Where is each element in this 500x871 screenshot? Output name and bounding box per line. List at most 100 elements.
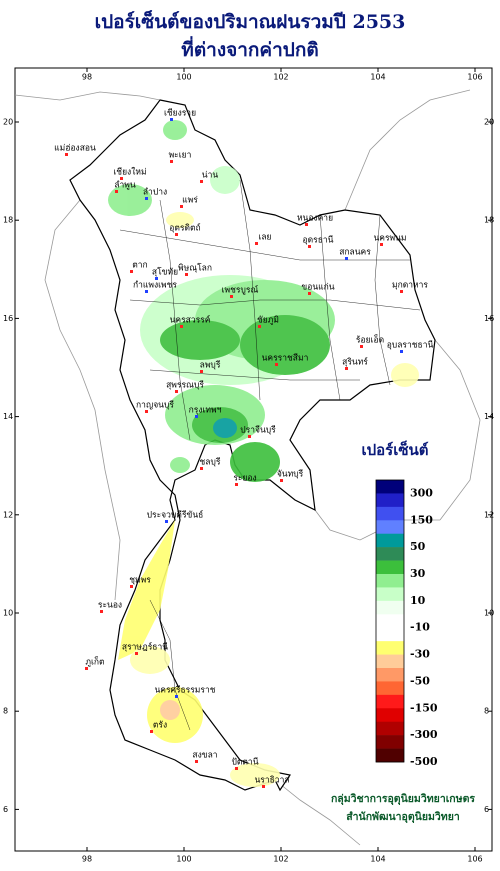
lat-label: 16 (3, 314, 13, 323)
place-label: สุราษฎร์ธานี (122, 642, 168, 653)
place-label: ตรัง (153, 721, 167, 731)
legend-swatch (376, 668, 404, 682)
station-dot (145, 410, 148, 413)
station-dot (170, 160, 173, 163)
station-dot (100, 610, 103, 613)
anomaly-shading (108, 120, 419, 787)
place-label: สุพรรณบุรี (166, 380, 204, 391)
legend-swatch (376, 708, 404, 723)
lat-label: 6 (484, 805, 489, 814)
station-dot (360, 345, 363, 348)
lon-label: 104 (370, 855, 385, 864)
place-label: ตาก (132, 261, 147, 271)
legend-swatch (376, 721, 404, 736)
place-label: นครราชสีมา (262, 353, 309, 364)
lon-label: 98 (82, 855, 92, 864)
station-dot (255, 242, 258, 245)
place-label: ปัตตานี (231, 757, 258, 768)
legend-label: -50 (410, 674, 430, 687)
station-dot (258, 325, 261, 328)
place-label: อุตรดิตถ์ (169, 223, 200, 234)
place-label: ชัยภูมิ (257, 316, 279, 326)
legend-swatch (376, 654, 404, 669)
lat-label: 10 (484, 609, 494, 618)
place-label: อุดรธานี (303, 235, 334, 246)
place-label: เชียงใหม่ (113, 167, 146, 178)
place-label: ขอนแก่น (301, 283, 334, 293)
station-dot (135, 652, 138, 655)
lat-label: 12 (484, 510, 494, 519)
legend-label: 50 (410, 540, 426, 553)
legend-swatch (376, 641, 404, 655)
station-dot (305, 223, 308, 226)
station-dot (175, 233, 178, 236)
legend-title: เปอร์เซ็นต์ (361, 440, 428, 459)
legend-swatch (376, 560, 404, 575)
station-dot (345, 367, 348, 370)
legend-swatch (376, 600, 404, 615)
legend-swatch (376, 506, 404, 521)
lon-label: 102 (273, 73, 288, 82)
place-label: สุรินทร์ (342, 357, 368, 368)
lon-label: 100 (176, 73, 191, 82)
station-dot (275, 363, 278, 366)
legend-swatch (376, 520, 404, 535)
place-label: พะเยา (169, 151, 192, 161)
lat-label: 14 (484, 412, 494, 421)
place-label: ปราจีนบุรี (240, 425, 276, 436)
place-label: ระยอง (233, 474, 256, 484)
place-label: มุกดาหาร (392, 281, 428, 291)
station-dot (115, 190, 118, 193)
place-label: ระนอง (98, 601, 122, 611)
legend-swatch (376, 748, 404, 763)
station-dot (308, 292, 311, 295)
station-dot (230, 295, 233, 298)
station-dot (248, 435, 251, 438)
lat-label: 16 (484, 314, 494, 323)
place-label: แพร่ (182, 196, 198, 206)
station-dot (200, 467, 203, 470)
place-label: ภูเก็ต (85, 656, 104, 668)
lon-label: 106 (467, 73, 482, 82)
place-label: ร้อยเอ็ด (356, 334, 384, 346)
legend-label: -500 (410, 755, 438, 768)
place-label: กาญจนบุรี (136, 400, 174, 411)
place-label: ลพบุรี (200, 360, 221, 371)
lat-label: 8 (3, 707, 8, 716)
legend-swatch (376, 694, 404, 709)
credit-line: กลุ่มวิชาการอุตุนิยมวิทยาเกษตร (331, 793, 475, 806)
legend-label: -300 (410, 728, 438, 741)
place-label: ลำพูน (114, 181, 136, 191)
legend-label: -30 (410, 648, 430, 661)
legend-label: 150 (410, 513, 433, 526)
place-label: นราธิวาส (254, 776, 290, 786)
neighbor-borders (14, 89, 481, 846)
place-label: ลำปาง (143, 188, 167, 198)
lon-label: 102 (273, 855, 288, 864)
station-dot (195, 415, 198, 418)
place-label: กรุงเทพฯ (189, 406, 222, 416)
province-borders (119, 179, 421, 731)
lat-label: 8 (484, 707, 489, 716)
lon-label: 104 (370, 73, 385, 82)
station-dot (262, 785, 265, 788)
legend-label: 10 (410, 594, 426, 607)
station-dot (345, 257, 348, 260)
station-dot (200, 180, 203, 183)
lat-label: 14 (3, 412, 13, 421)
place-label: สกลนคร (339, 248, 371, 258)
legend-swatch (376, 735, 404, 749)
station-dot (195, 760, 198, 763)
legend-swatch (376, 547, 404, 561)
station-dot (145, 290, 148, 293)
place-label: นครพนม (373, 234, 406, 244)
place-label: อุบลราชธานี (387, 340, 434, 351)
lat-label: 10 (3, 609, 13, 618)
station-dot (175, 390, 178, 393)
place-label: ชลบุรี (200, 457, 221, 468)
place-label: นครศรีธรรมราช (154, 685, 215, 696)
place-label: พิษณุโลก (178, 263, 212, 274)
lon-label: 106 (467, 855, 482, 864)
